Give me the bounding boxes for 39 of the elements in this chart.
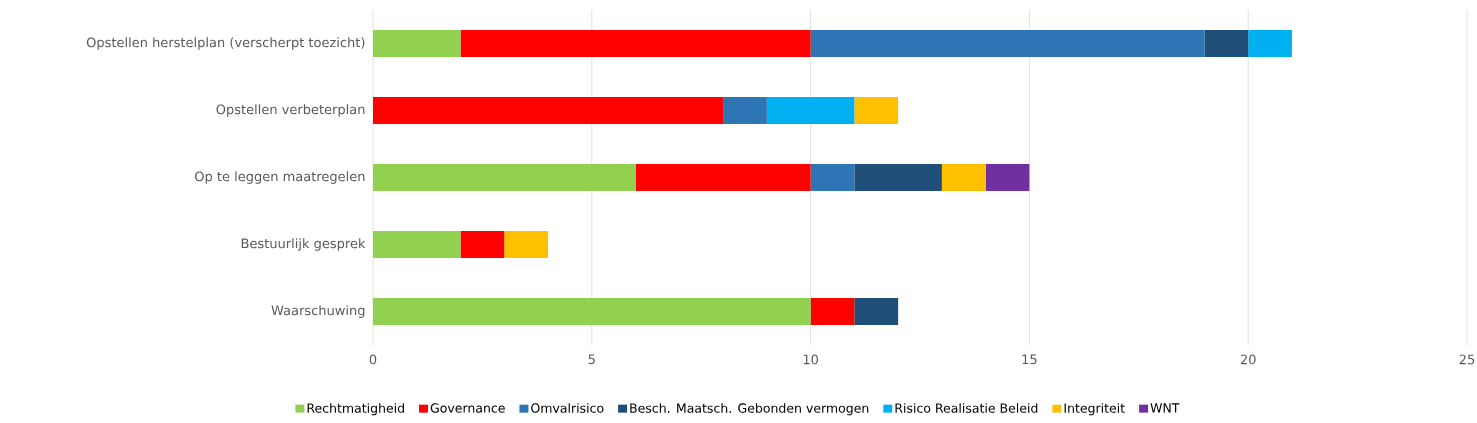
legend-label: Governance	[430, 403, 505, 413]
x-tick-label: 15	[1022, 354, 1037, 365]
bar	[854, 97, 899, 124]
legend-label: Rechtmatigheid	[307, 403, 404, 416]
bar	[635, 164, 811, 191]
bar	[810, 298, 855, 325]
y-tick-label: Opstellen herstelplan (verscherpt toezicht)	[86, 37, 365, 50]
bar	[460, 231, 505, 258]
bar	[373, 231, 461, 258]
legend-label: Risico Realisatie Beleid	[895, 403, 1038, 413]
bar	[854, 298, 899, 325]
bar	[373, 298, 811, 325]
bar	[854, 164, 942, 191]
legend-label: Besch. Maatsch. Gebonden vermogen	[630, 403, 869, 416]
bar	[373, 97, 724, 124]
x-tick-label: 20	[1240, 354, 1256, 365]
bar	[373, 30, 461, 57]
legend-label: Integriteit	[1064, 403, 1125, 416]
bar	[1248, 30, 1292, 57]
bar	[1204, 30, 1249, 57]
x-tick-label: 5	[588, 354, 595, 365]
bar	[810, 30, 1205, 57]
x-tick-label: 0	[369, 354, 377, 365]
bar	[985, 164, 1030, 191]
bar	[460, 30, 811, 57]
bar	[941, 164, 986, 191]
y-tick-label: Opstellen verbeterplan	[216, 104, 365, 117]
bar	[723, 97, 767, 124]
bar	[504, 231, 549, 258]
y-tick-label: Waarschuwing	[271, 305, 365, 318]
x-tick-label: 25	[1459, 354, 1475, 365]
legend-label: Omvalrisico	[531, 403, 604, 413]
bar	[373, 164, 636, 191]
bar	[766, 97, 855, 124]
y-tick-label: Op te leggen maatregelen	[195, 171, 365, 184]
y-tick-label: Bestuurlijk gesprek	[241, 238, 366, 251]
legend-label: WNT	[1150, 403, 1180, 413]
bar	[810, 164, 855, 191]
x-tick-label: 10	[803, 354, 819, 365]
